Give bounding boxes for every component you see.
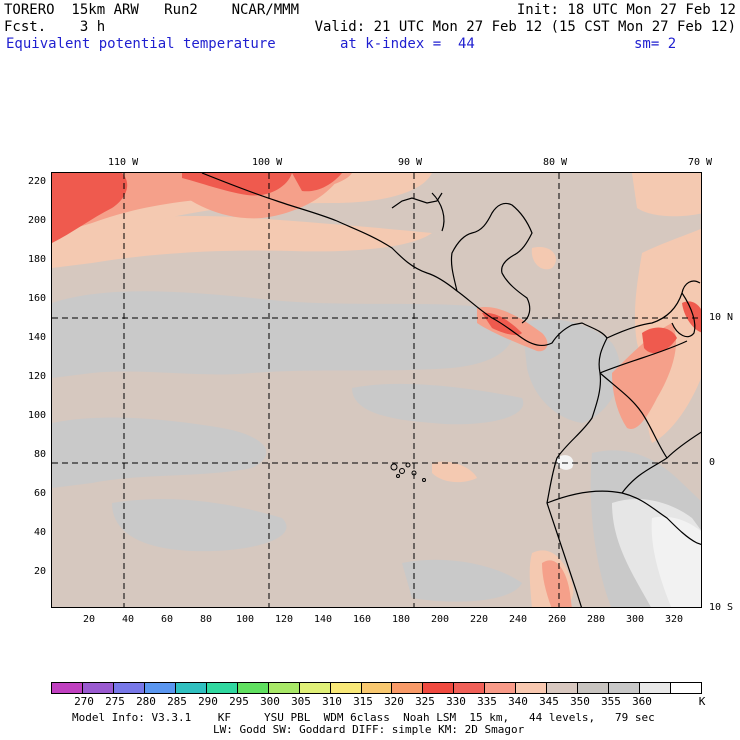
colorbar-swatch: [516, 683, 548, 693]
x-tick: 100: [235, 614, 255, 625]
model-title: TORERO 15km ARW Run2 NCAR/MMM: [4, 2, 300, 18]
colorbar-swatch: [609, 683, 641, 693]
valid-time: Valid: 21 UTC Mon 27 Feb 12 (15 CST Mon …: [314, 19, 736, 35]
colorbar-label: 310: [322, 695, 342, 708]
lon-label-100w: 100 W: [252, 157, 283, 168]
galapagos-islands: [390, 462, 426, 482]
colorbar-swatch: [206, 683, 238, 693]
coastline: [201, 173, 701, 607]
colorbar-swatch: [423, 683, 455, 693]
forecast-hour: Fcst. 3 h: [4, 19, 106, 35]
x-tick: 60: [160, 614, 174, 625]
x-tick: 40: [121, 614, 135, 625]
colorbar-swatch: [547, 683, 579, 693]
field-360k-region: [556, 455, 701, 607]
colorbar-label: 280: [136, 695, 156, 708]
y-tick: 40: [33, 527, 46, 538]
colorbar-label: 320: [384, 695, 404, 708]
colorbar-label: 350: [570, 695, 590, 708]
lon-label-110w: 110 W: [108, 157, 139, 168]
y-tick: 180: [27, 254, 46, 265]
lon-label-70w: 70 W: [688, 157, 713, 168]
x-tick: 120: [274, 614, 294, 625]
colorbar-swatch: [144, 683, 176, 693]
colorbar-swatch: [175, 683, 207, 693]
init-time: Init: 18 UTC Mon 27 Feb 12: [516, 2, 736, 18]
x-tick: 160: [352, 614, 372, 625]
colorbar-swatch: [454, 683, 486, 693]
lat-label-10n: 10 N: [709, 312, 734, 323]
colorbar-swatch: [578, 683, 610, 693]
colorbar-swatch: [361, 683, 393, 693]
x-tick: 220: [469, 614, 489, 625]
x-tick: 140: [313, 614, 333, 625]
x-tick: 280: [586, 614, 606, 625]
colorbar-swatch: [485, 683, 517, 693]
y-tick: 80: [33, 449, 46, 460]
colorbar-swatch: [640, 683, 672, 693]
x-tick: 260: [547, 614, 567, 625]
colorbar-unit: K: [698, 695, 706, 708]
lon-label-80w: 80 W: [543, 157, 568, 168]
colorbar-label: 295: [229, 695, 249, 708]
x-tick: 20: [82, 614, 96, 625]
y-tick: 220: [27, 176, 46, 187]
y-tick: 160: [27, 293, 46, 304]
colorbar-label: 305: [291, 695, 311, 708]
field-330k-region: [52, 173, 701, 354]
y-tick: 60: [33, 488, 46, 499]
lat-label-10s: 10 S: [709, 602, 734, 613]
colorbar-label: 275: [105, 695, 125, 708]
colorbar-label: 270: [74, 695, 94, 708]
colorbar-swatch: [52, 683, 83, 693]
colorbar-swatch: [330, 683, 362, 693]
lat-label-0: 0: [709, 457, 716, 468]
colorbar-swatch: [82, 683, 114, 693]
x-tick: 300: [625, 614, 645, 625]
colorbar-swatch: [268, 683, 300, 693]
smoothing-info: sm= 2: [634, 36, 677, 52]
colorbar-swatch: [299, 683, 331, 693]
colorbar-label: 285: [167, 695, 187, 708]
colorbar-swatch: [671, 683, 702, 693]
colorbar-swatch: [392, 683, 424, 693]
y-tick: 100: [27, 410, 46, 421]
y-tick: 120: [27, 371, 46, 382]
level-info: at k-index = 44: [340, 36, 475, 52]
colorbar-label: 340: [508, 695, 528, 708]
colorbar: [51, 682, 702, 694]
y-tick: 20: [33, 566, 46, 577]
colorbar-label: 315: [353, 695, 373, 708]
colorbar-label: 345: [539, 695, 559, 708]
y-tick: 140: [27, 332, 46, 343]
model-info: Model Info: V3.3.1 KF YSU PBL WDM 6class…: [72, 711, 655, 724]
lon-label-90w: 90 W: [398, 157, 423, 168]
x-tick: 180: [391, 614, 411, 625]
colorbar-swatch: [237, 683, 269, 693]
y-tick: 200: [27, 215, 46, 226]
colorbar-label: 360: [632, 695, 652, 708]
physics-info: LW: Godd SW: Goddard DIFF: simple KM: 2D…: [213, 723, 525, 736]
colorbar-label: 330: [446, 695, 466, 708]
field-name: Equivalent potential temperature: [6, 36, 276, 52]
x-tick: 240: [508, 614, 528, 625]
colorbar-label: 355: [601, 695, 621, 708]
colorbar-label: 325: [415, 695, 435, 708]
colorbar-swatch: [113, 683, 145, 693]
colorbar-label: 335: [477, 695, 497, 708]
x-tick: 320: [664, 614, 684, 625]
x-tick: 80: [199, 614, 213, 625]
colorbar-label: 290: [198, 695, 218, 708]
map-plot: [51, 172, 702, 608]
x-tick: 200: [430, 614, 450, 625]
graticule: [52, 173, 701, 607]
colorbar-label: 300: [260, 695, 280, 708]
